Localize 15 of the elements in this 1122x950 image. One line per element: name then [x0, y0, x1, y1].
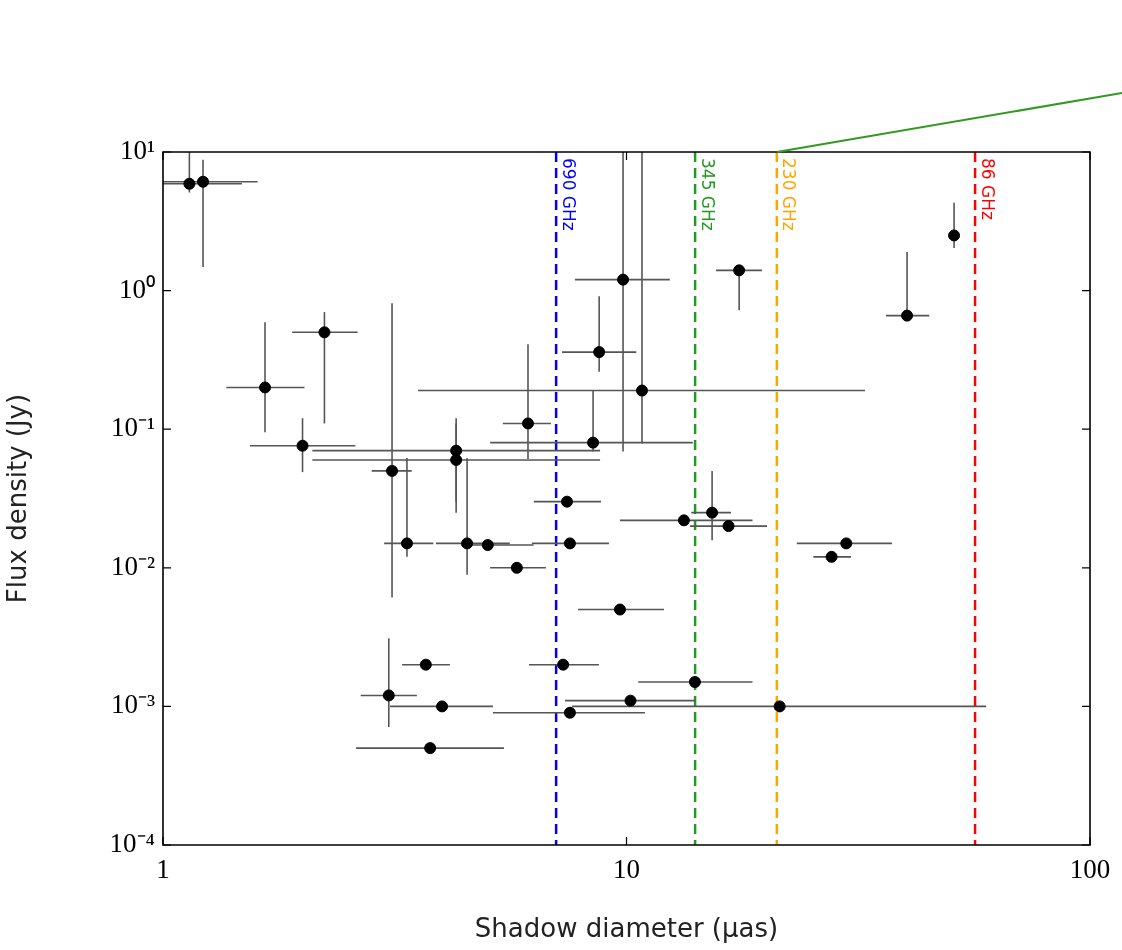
x-tick-label: 100 — [1069, 854, 1111, 885]
x-axis-title: Shadow diameter (μas) — [474, 913, 779, 944]
y-tick-label: 10¹ — [119, 135, 155, 166]
ref-line-label: 86 GHz — [977, 158, 998, 220]
y-tick-label: 10⁰ — [119, 273, 155, 304]
x-tick-label: 1 — [156, 854, 170, 885]
y-axis-title: Flux density (Jy) — [2, 393, 33, 604]
ref-line-label: 690 GHz — [558, 158, 579, 231]
y-tick-label: 10⁻¹ — [110, 412, 155, 443]
ref-line-label: 230 GHz — [779, 158, 800, 231]
y-tick-label: 10⁻² — [110, 550, 155, 581]
y-tick-label: 10⁻³ — [110, 689, 155, 720]
x-tick-label: 10 — [613, 854, 640, 885]
ref-line-label: 345 GHz — [697, 158, 718, 231]
y-tick-label: 10⁻⁴ — [109, 828, 155, 859]
